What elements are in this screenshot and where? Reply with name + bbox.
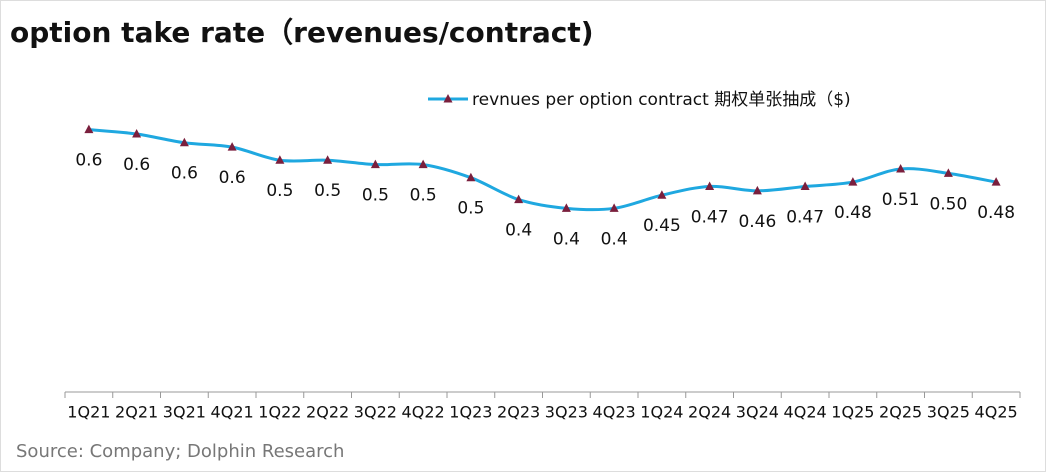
data-label: 0.45 xyxy=(643,216,681,236)
point-marker xyxy=(179,137,189,147)
x-tick-label: 3Q21 xyxy=(163,403,206,422)
x-tick-label: 2Q23 xyxy=(497,403,540,422)
point-marker xyxy=(418,159,428,169)
x-tick-label: 1Q25 xyxy=(831,403,874,422)
x-tick-label: 3Q25 xyxy=(927,403,970,422)
point-marker xyxy=(323,155,333,164)
x-tick-label: 4Q24 xyxy=(784,403,827,422)
x-tick-label: 2Q24 xyxy=(688,403,731,422)
point-marker xyxy=(896,163,906,173)
x-tick-label: 2Q25 xyxy=(879,403,922,422)
data-label: 0.47 xyxy=(691,207,729,227)
data-label: 0.5 xyxy=(266,181,293,201)
data-label: 0.4 xyxy=(505,221,532,241)
legend-marker xyxy=(443,94,453,103)
data-label: 0.5 xyxy=(314,181,341,201)
point-marker xyxy=(943,168,953,177)
chart-title: option take rate（revenues/contract) xyxy=(10,16,594,49)
point-marker xyxy=(800,181,810,190)
data-label: 0.6 xyxy=(219,168,246,188)
data-label: 0.6 xyxy=(123,155,150,175)
data-label: 0.51 xyxy=(882,190,920,210)
x-tick-label: 4Q23 xyxy=(593,403,636,422)
point-marker xyxy=(609,203,619,212)
source: Source: Company; Dolphin Research xyxy=(16,441,344,462)
point-marker xyxy=(227,142,237,151)
x-tick-label: 1Q22 xyxy=(258,403,301,422)
point-marker xyxy=(991,177,1001,186)
point-marker xyxy=(848,177,858,186)
point-marker xyxy=(561,203,571,212)
x-tick-label: 2Q22 xyxy=(306,403,349,422)
point-marker xyxy=(132,128,142,138)
point-marker xyxy=(466,172,476,182)
series-line xyxy=(88,128,997,212)
x-tick-label: 2Q21 xyxy=(115,403,158,422)
x-tick-label: 1Q23 xyxy=(449,403,492,422)
point-marker xyxy=(705,181,715,190)
x-tick-label: 3Q24 xyxy=(736,403,779,422)
data-label: 0.50 xyxy=(929,194,967,214)
x-tick-label: 3Q22 xyxy=(354,403,397,422)
data-label: 0.5 xyxy=(362,186,389,206)
x-tick-label: 4Q25 xyxy=(975,403,1018,422)
point-marker xyxy=(657,190,667,199)
x-tick-label: 4Q22 xyxy=(402,403,445,422)
x-tick-label: 1Q21 xyxy=(67,403,110,422)
x-tick-label: 4Q21 xyxy=(211,403,254,422)
point-marker xyxy=(275,155,285,164)
x-tick-label: 3Q23 xyxy=(545,403,588,422)
data-label: 0.6 xyxy=(171,164,198,184)
data-label: 0.46 xyxy=(738,212,776,232)
data-label: 0.5 xyxy=(457,199,484,219)
data-label: 0.48 xyxy=(977,203,1015,223)
point-marker xyxy=(514,194,524,204)
data-label: 0.4 xyxy=(601,229,628,249)
data-label: 0.48 xyxy=(834,203,872,223)
point-marker xyxy=(370,159,380,169)
point-marker xyxy=(84,124,94,134)
data-label: 0.4 xyxy=(553,229,580,249)
data-label: 0.5 xyxy=(410,186,437,206)
data-label: 0.6 xyxy=(75,151,102,171)
legend-label: revnues per option contract 期权单张抽成（$) xyxy=(472,90,851,110)
x-tick-label: 1Q24 xyxy=(640,403,683,422)
data-label: 0.47 xyxy=(786,207,824,227)
point-marker xyxy=(752,185,762,195)
